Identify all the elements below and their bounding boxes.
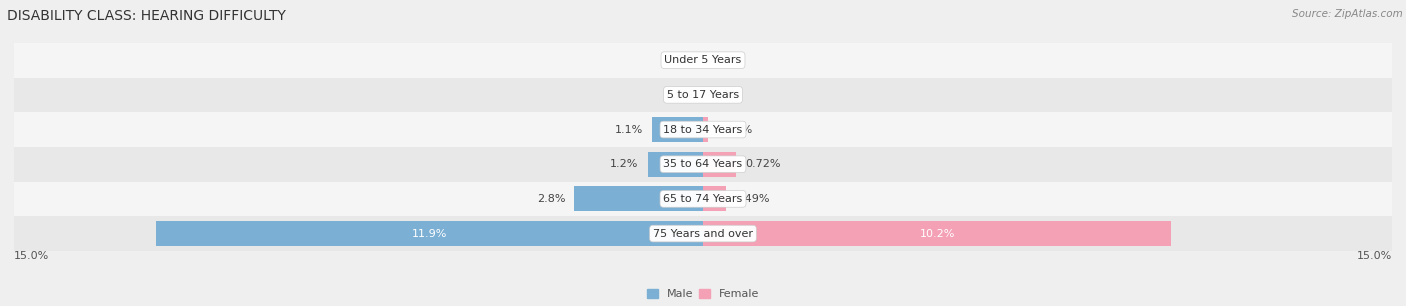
Text: 10.2%: 10.2% (920, 229, 955, 239)
Text: 0.0%: 0.0% (665, 55, 693, 65)
Text: 35 to 64 Years: 35 to 64 Years (664, 159, 742, 169)
Text: 0.0%: 0.0% (665, 90, 693, 100)
Text: 0.11%: 0.11% (717, 125, 752, 135)
Text: 5 to 17 Years: 5 to 17 Years (666, 90, 740, 100)
Bar (703, 152, 737, 177)
Text: 0.0%: 0.0% (713, 90, 741, 100)
Bar (703, 186, 725, 211)
Bar (648, 152, 703, 177)
Legend: Male, Female: Male, Female (643, 284, 763, 304)
Text: 15.0%: 15.0% (14, 251, 49, 261)
Bar (14, 112, 1392, 147)
Text: 11.9%: 11.9% (412, 229, 447, 239)
Text: 0.49%: 0.49% (735, 194, 770, 204)
Bar (156, 221, 703, 246)
Bar (703, 221, 1171, 246)
Bar (575, 186, 703, 211)
Bar (14, 147, 1392, 181)
Text: 2.8%: 2.8% (537, 194, 565, 204)
Bar (14, 43, 1392, 77)
Text: Under 5 Years: Under 5 Years (665, 55, 741, 65)
Bar (14, 77, 1392, 112)
Text: 1.1%: 1.1% (614, 125, 644, 135)
Text: 15.0%: 15.0% (1357, 251, 1392, 261)
Text: 0.0%: 0.0% (713, 55, 741, 65)
Bar (14, 216, 1392, 251)
Bar (14, 181, 1392, 216)
Text: 65 to 74 Years: 65 to 74 Years (664, 194, 742, 204)
Text: 18 to 34 Years: 18 to 34 Years (664, 125, 742, 135)
Bar (652, 117, 703, 142)
Text: 75 Years and over: 75 Years and over (652, 229, 754, 239)
Bar (703, 117, 709, 142)
Text: Source: ZipAtlas.com: Source: ZipAtlas.com (1292, 9, 1403, 19)
Text: DISABILITY CLASS: HEARING DIFFICULTY: DISABILITY CLASS: HEARING DIFFICULTY (7, 9, 285, 23)
Text: 0.72%: 0.72% (745, 159, 780, 169)
Text: 1.2%: 1.2% (610, 159, 638, 169)
